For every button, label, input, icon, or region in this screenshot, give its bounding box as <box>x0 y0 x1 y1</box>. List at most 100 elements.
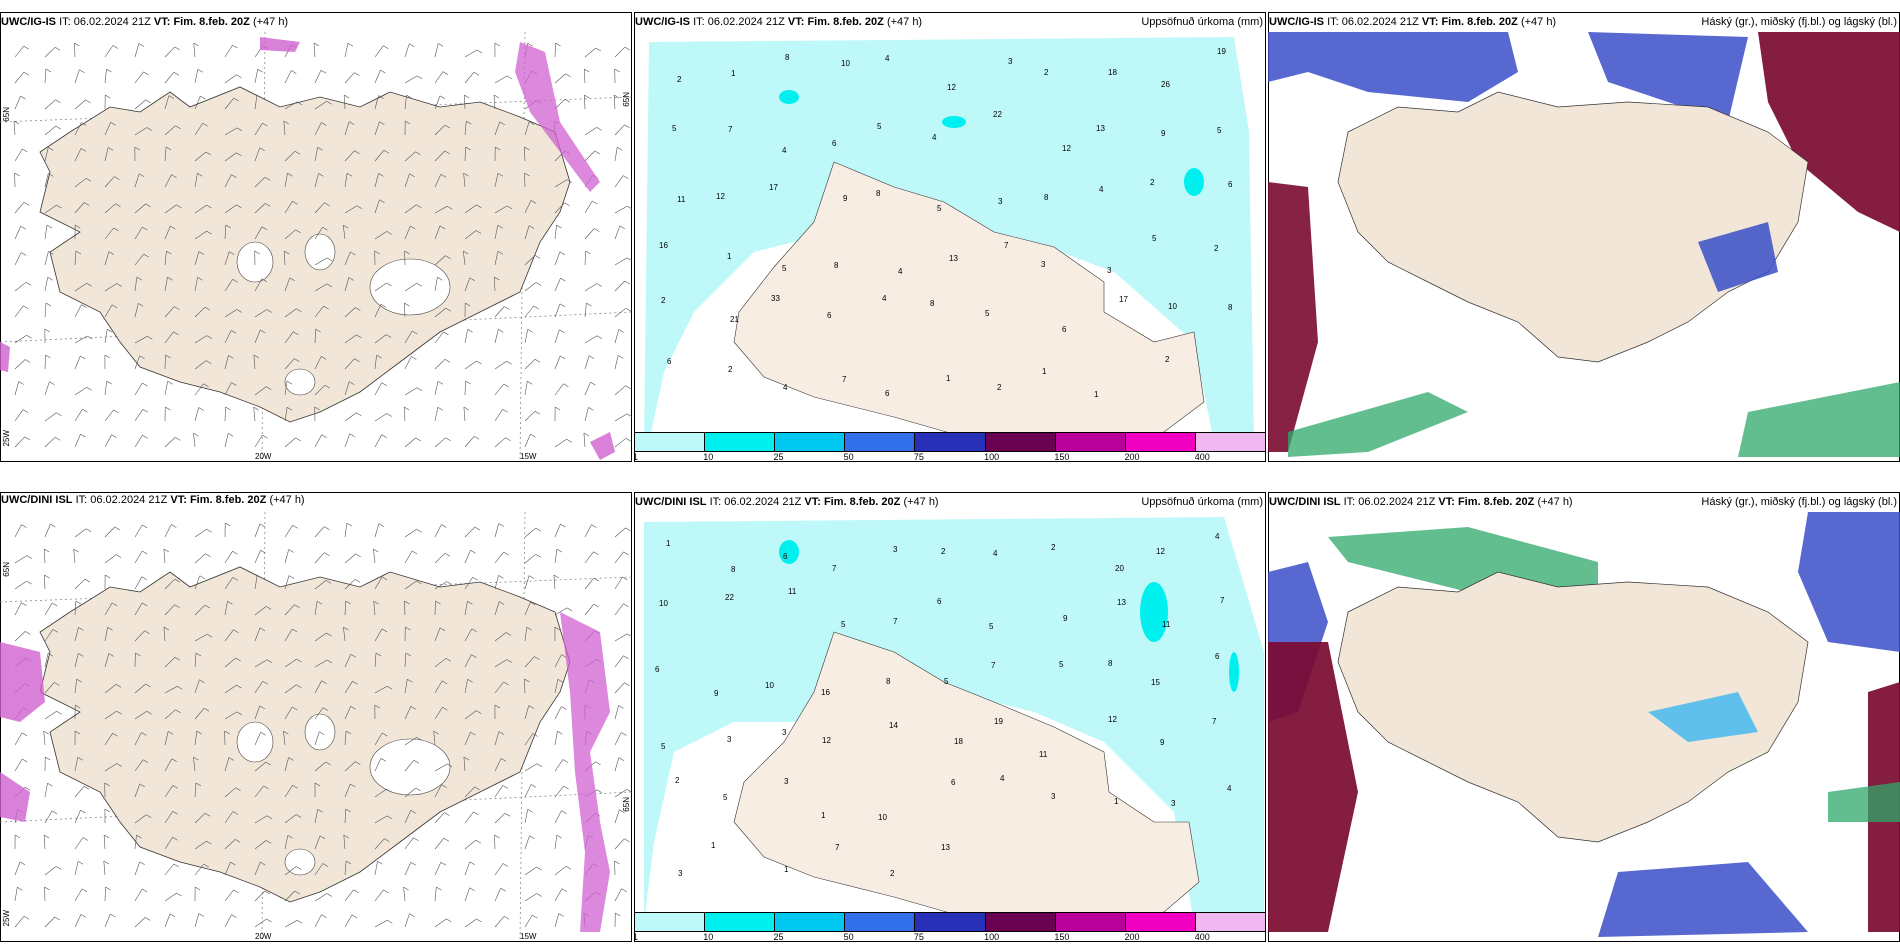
wind-barb <box>614 527 626 538</box>
precip-value-label: 4 <box>1215 532 1220 541</box>
precip-value-label: 17 <box>769 183 778 192</box>
wind-barb <box>194 383 204 396</box>
wind-barb-flag <box>52 602 58 607</box>
wind-barb <box>44 523 51 538</box>
wind-barb-flag <box>56 412 62 417</box>
wind-barb-flag <box>48 147 54 151</box>
wind-barb-flag <box>470 731 476 736</box>
wind-barb-flag <box>48 173 54 177</box>
wind-barb-flag <box>112 45 119 49</box>
wind-barb-flag <box>440 174 447 178</box>
wind-barb <box>44 412 57 422</box>
wind-barb <box>344 808 346 824</box>
wind-barb-flag <box>231 382 237 386</box>
wind-barb <box>44 629 54 642</box>
wind-barb <box>44 602 53 616</box>
wind-barb-flag <box>593 551 599 556</box>
wind-barb-flag <box>325 761 331 766</box>
wind-barb <box>584 551 594 564</box>
precip-value-label: 3 <box>1008 57 1013 66</box>
wind-barb-flag <box>19 861 26 866</box>
wind-barb <box>584 47 596 58</box>
wind-barb-flag <box>23 305 29 309</box>
wind-barb <box>374 685 388 694</box>
wind-barb <box>464 918 477 928</box>
wind-barb <box>374 355 377 370</box>
wind-barb-flag <box>621 888 627 892</box>
wind-barb <box>14 602 22 616</box>
wind-barb-flag <box>197 69 203 73</box>
wind-barb <box>134 861 140 876</box>
wind-barb-flag <box>233 889 239 894</box>
wind-barb-flag <box>77 757 83 761</box>
wind-barb-flag <box>475 839 481 844</box>
wind-barb <box>494 205 508 214</box>
wind-barb <box>404 75 418 84</box>
precip-value-label: 5 <box>723 793 728 802</box>
wind-barb <box>464 550 471 564</box>
wind-barb <box>164 277 168 292</box>
wind-barb-flag <box>288 757 294 761</box>
wind-barb <box>463 94 466 110</box>
wind-barb <box>164 863 174 876</box>
wind-barb <box>524 121 530 136</box>
colorbar-tick: 100 <box>984 452 1000 462</box>
wind-barb <box>434 627 441 642</box>
wind-barb-flag <box>343 224 349 229</box>
wind-barb-flag <box>383 45 389 49</box>
wind-barb <box>614 175 624 188</box>
wind-barb-flag <box>553 574 560 579</box>
precip-value-label: 3 <box>1041 260 1046 269</box>
wind-barb-flag <box>412 330 418 335</box>
wind-barb-flag <box>232 279 238 283</box>
wind-barb-flag <box>315 328 321 333</box>
wind-barb <box>584 150 596 162</box>
wind-barb <box>14 252 22 266</box>
precip-value-label: 2 <box>675 776 680 785</box>
wind-barb <box>554 759 564 772</box>
wind-barb <box>554 549 558 564</box>
wind-barb-flag <box>294 358 300 362</box>
wind-barb-flag <box>596 283 602 287</box>
wind-barb-flag <box>45 68 52 73</box>
wind-barb <box>494 834 496 850</box>
wind-barb <box>194 277 198 292</box>
wind-barb-flag <box>142 888 148 893</box>
wind-barb-flag <box>14 834 21 839</box>
wind-barb-flag <box>383 149 390 154</box>
wind-barb <box>224 330 232 344</box>
wind-barb <box>434 307 446 318</box>
precip-value-label: 12 <box>1062 144 1071 153</box>
wind-barb <box>434 381 439 396</box>
wind-barb-flag <box>416 283 422 287</box>
wind-barb-flag <box>262 122 268 127</box>
wind-barb-flag <box>296 684 302 688</box>
wind-barb-flag <box>416 580 422 585</box>
wind-barb-flag <box>500 758 507 762</box>
wind-barb-flag <box>355 553 361 558</box>
cloud-low <box>1268 642 1358 932</box>
wind-barb <box>44 810 53 824</box>
wind-barb-flag <box>534 656 540 660</box>
wind-barb <box>104 710 117 720</box>
wind-barb-flag <box>586 302 592 307</box>
wind-barb-flag <box>296 308 302 312</box>
wind-barb-flag <box>84 578 91 583</box>
wind-barb <box>104 913 111 928</box>
wind-barb-flag <box>139 861 145 866</box>
wind-barb-flag <box>350 705 356 710</box>
wind-barb <box>104 203 116 214</box>
wind-barb <box>613 94 616 110</box>
wind-barb <box>404 283 417 292</box>
wind-barb-flag <box>167 276 173 281</box>
wind-barb-flag <box>194 886 201 891</box>
wind-barb <box>524 305 534 318</box>
colorbar-tick: 400 <box>1194 932 1210 942</box>
wind-barb <box>404 837 414 850</box>
precip-value-label: 8 <box>785 53 790 62</box>
wind-barb <box>554 810 562 824</box>
wind-barb-flag <box>197 276 203 281</box>
wind-barb-flag <box>56 204 62 209</box>
precip-value-label: 4 <box>1227 784 1232 793</box>
wind-barb <box>224 861 231 876</box>
